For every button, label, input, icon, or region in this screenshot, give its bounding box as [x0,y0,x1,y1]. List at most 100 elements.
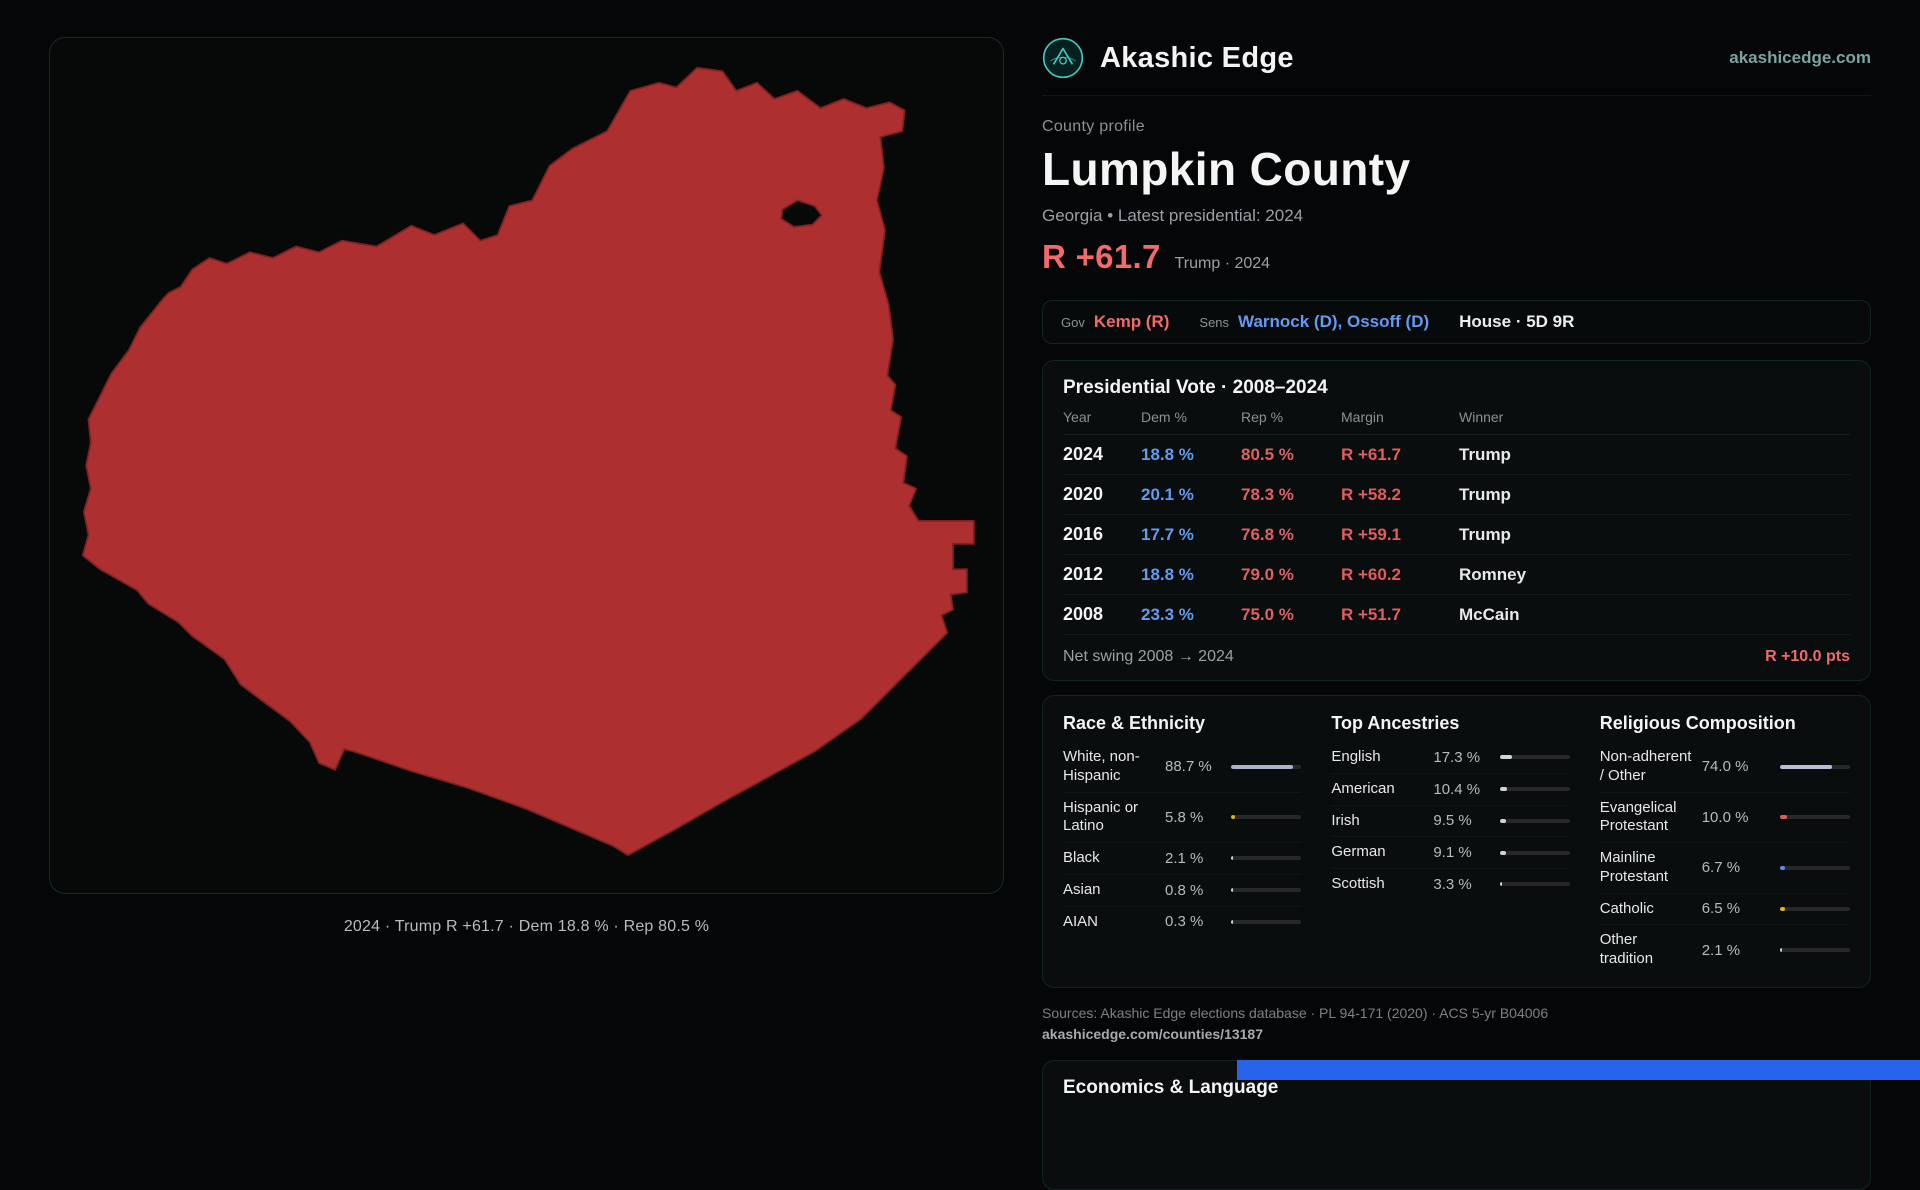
top-ancestries-title: Top Ancestries [1331,713,1460,733]
demo-bar-fill [1231,856,1234,861]
demo-label: English [1331,748,1381,765]
demo-value: 10.0 % [1701,808,1749,826]
demo-bar-fill [1779,948,1783,952]
demo-bar-fill [1499,850,1507,855]
demo-bar-track [1231,919,1302,924]
demo-row: Black 2.1 % [1063,843,1302,875]
demo-label: American [1331,779,1395,797]
bottom-blue-strip [1237,1060,1920,1080]
demo-value: 9.1 % [1433,844,1472,862]
demo-row: White, non-Hispanic 88.7 % [1063,742,1302,793]
vote-table-body: 2024 18.8 % 80.5 % R +61.7 Trump 2020 20.1 % 78… [1063,435,1850,635]
site-domain-link[interactable]: akashicedge.com [1729,48,1871,67]
headline-margin-note: Trump · 2024 [1174,255,1271,272]
rep-column-header: Rep % [1241,409,1284,425]
demo-bar-fill [1231,888,1234,893]
vote-table-row: 2008 23.3 % 75.0 % R +51.7 McCain [1063,595,1850,635]
demo-bar-fill [1499,882,1503,887]
demo-bar-fill [1779,764,1832,769]
margin-cell: R +51.7 [1341,604,1402,624]
rep-cell: 76.8 % [1241,524,1294,544]
winner-cell: Trump [1459,444,1511,464]
net-swing-row: Net swing 2008 → 2024 R +10.0 pts [1063,635,1850,666]
margin-cell: R +58.2 [1341,484,1402,504]
demo-label: German [1331,843,1386,861]
demo-row: Hispanic or Latino 5.8 % [1063,793,1302,844]
vote-table-row: 2012 18.8 % 79.0 % R +60.2 Romney [1063,555,1850,595]
winner-cell: Trump [1459,524,1511,544]
year-cell: 2012 [1063,564,1104,584]
akashic-edge-logo-icon [1042,37,1084,79]
gov-value: Kemp (R) [1093,312,1170,331]
demographics-panel: Race & Ethnicity White, non-Hispanic 88.7… [1042,695,1871,988]
demo-value: 5.8 % [1165,808,1204,826]
margin-column-header: Margin [1341,409,1384,425]
margin-cell: R +60.2 [1341,564,1402,584]
demo-row: AIAN 0.3 % [1063,907,1302,938]
demo-row: Asian 0.8 % [1063,875,1302,907]
vote-table-row: 2024 18.8 % 80.5 % R +61.7 Trump [1063,435,1850,475]
rep-cell: 80.5 % [1241,444,1294,464]
demo-value: 0.8 % [1165,881,1204,899]
demo-row: Catholic 6.5 % [1600,894,1850,926]
sources-note: Sources: Akashic Edge elections database… [1042,1003,1871,1046]
demo-value: 9.5 % [1433,812,1472,830]
demo-label: Asian [1063,880,1101,898]
year-cell: 2016 [1063,524,1104,544]
religious-composition-column: Religious Composition Non-adherent / Oth… [1600,711,1850,975]
demo-value: 0.3 % [1165,913,1204,931]
demo-bar-track [1499,850,1570,855]
dem-column-header: Dem % [1141,409,1187,425]
demo-bar-fill [1499,818,1507,823]
county-subtitle: Georgia • Latest presidential: 2024 [1042,206,1304,225]
winner-cell: Trump [1459,484,1511,504]
religious-composition-rows: Non-adherent / Other 74.0 % Evangelical Pr… [1600,742,1850,975]
demo-label: Evangelical Protestant [1599,798,1677,835]
top-ancestries-rows: English 17.3 % American 10.4 % Irish 9.5 % Ger… [1331,742,1570,900]
race-ethnicity-rows: White, non-Hispanic 88.7 % Hispanic or Lat… [1063,742,1302,938]
page-root: 2024 · Trump R +61.7 · Dem 18.8 % · Rep … [49,37,1871,1190]
sens-value: Warnock (D), Ossoff (D) [1238,312,1430,331]
county-map-panel [49,37,1004,894]
eyebrow-label: County profile [1042,118,1145,135]
race-ethnicity-column: Race & Ethnicity White, non-Hispanic 88.7… [1063,711,1302,975]
margin-cell: R +59.1 [1341,524,1402,544]
county-shape [81,66,975,857]
winner-column-header: Winner [1459,409,1504,425]
demo-bar-fill [1779,865,1785,870]
presidential-vote-panel: Presidential Vote · 2008–2024 Year Dem %… [1042,360,1871,681]
demo-row: Mainline Protestant 6.7 % [1600,843,1850,894]
brand: Akashic Edge [1042,37,1294,79]
demo-value: 17.3 % [1433,748,1481,766]
sources-url-link[interactable]: akashicedge.com/counties/13187 [1042,1026,1263,1043]
demo-bar-track [1231,815,1302,820]
net-swing-label: Net swing 2008 → 2024 [1063,648,1234,665]
demo-label: Mainline Protestant [1599,849,1669,885]
demo-value: 6.5 % [1701,900,1741,918]
demo-bar-fill [1499,787,1507,792]
demo-label: Catholic [1599,899,1654,917]
demo-label: Non-adherent / Other [1599,748,1692,784]
demo-label: AIAN [1063,912,1099,930]
demo-row: Irish 9.5 % [1331,806,1570,838]
demo-label: Black [1063,849,1100,866]
demo-row: English 17.3 % [1331,742,1570,774]
year-cell: 2008 [1063,604,1104,624]
sens-label: Sens [1199,315,1230,330]
demo-label: Hispanic or Latino [1063,798,1139,835]
demo-bar-track [1779,764,1850,769]
demo-bar-track [1779,865,1850,870]
vote-panel-title: Presidential Vote · 2008–2024 [1063,377,1328,398]
vote-table-header: Year Dem % Rep % Margin Winner [1063,409,1850,435]
map-caption: 2024 · Trump R +61.7 · Dem 18.8 % · Rep … [343,918,710,935]
demo-bar-track [1499,818,1570,823]
demo-value: 3.3 % [1433,875,1472,893]
demo-label: Other tradition [1599,931,1654,967]
race-ethnicity-title: Race & Ethnicity [1063,713,1206,733]
dem-cell: 17.7 % [1141,524,1194,544]
demo-bar-fill [1231,919,1234,924]
demo-bar-track [1779,815,1850,820]
demo-value: 74.0 % [1701,758,1749,776]
demo-row: Non-adherent / Other 74.0 % [1600,742,1850,793]
county-title: Lumpkin County [1042,143,1411,195]
